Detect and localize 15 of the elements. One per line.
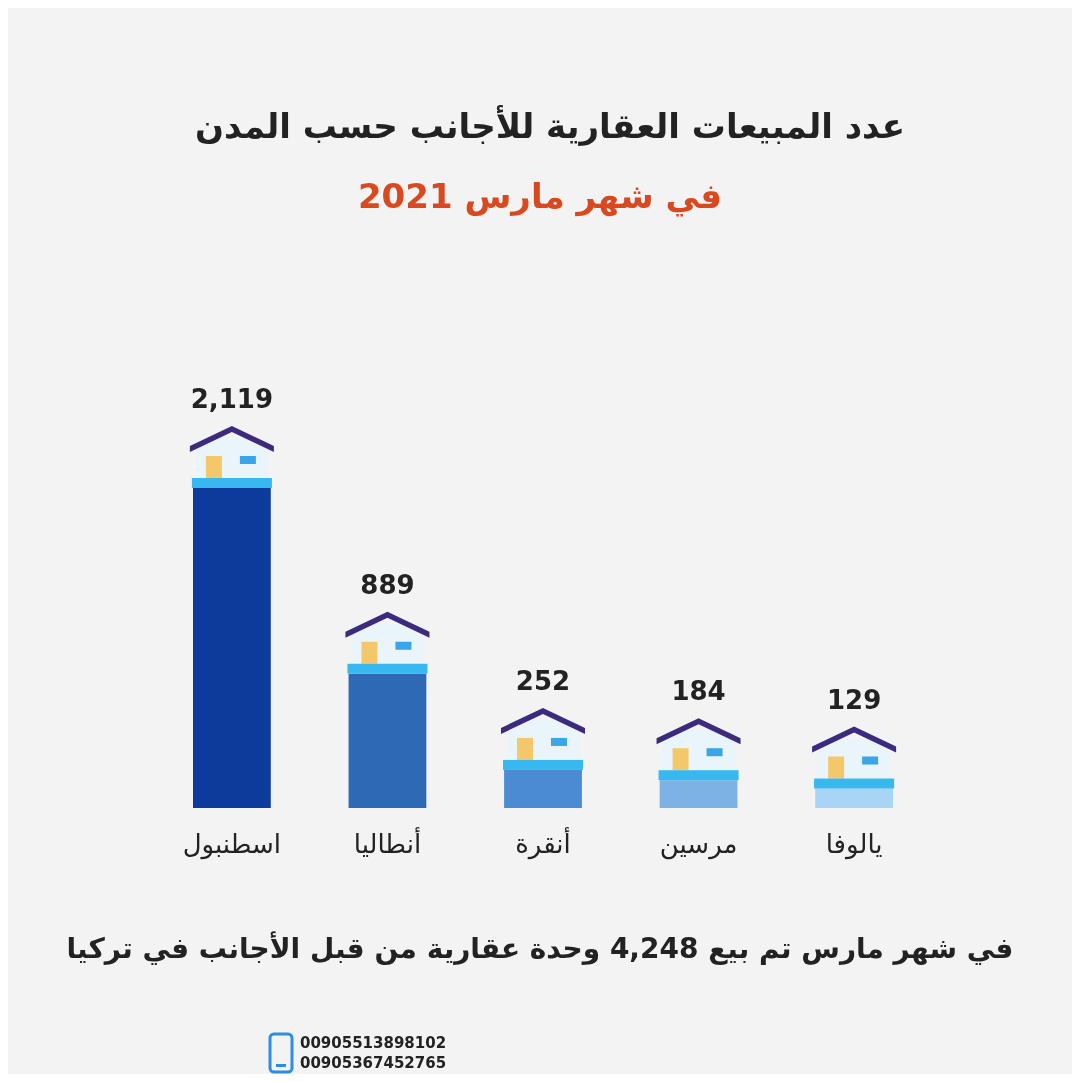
data-label: 2,119: [190, 384, 274, 414]
x-tick-label: مرسين: [659, 829, 738, 860]
x-tick-label: أنطاليا: [353, 826, 422, 859]
x-tick-label: يالوفا: [825, 829, 883, 860]
text: في شهر مارس تم بيع 4,248 وحدة عقارية من قبل الأجانب في تركيا: [66, 931, 1014, 965]
chart-subtitle: في شهر مارس 2021: [357, 176, 723, 217]
data-label: 184: [671, 676, 726, 707]
data-label: 889: [360, 569, 415, 600]
x-tick-label: أنقرة: [515, 826, 571, 860]
chart-title: عدد المبيعات العقارية للأجانب حسب المدن: [195, 105, 905, 146]
x-tick-label: اسطنبول: [182, 829, 282, 860]
text: 00905513898102: [300, 1034, 447, 1052]
text: 00905367452765: [300, 1054, 447, 1072]
data-label: 252: [515, 665, 571, 696]
data-label: 129: [826, 684, 882, 715]
